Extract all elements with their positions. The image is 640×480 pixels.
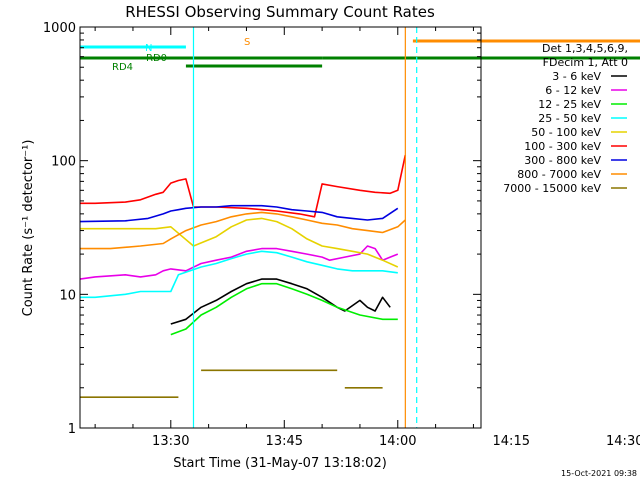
legend-header-1: Det 1,3,4,5,6,9, (542, 42, 628, 55)
y-tick-label-10: 10 (59, 288, 76, 303)
legend-label-6: 100 - 300 keV (524, 140, 601, 153)
timestamp: 15-Oct-2021 09:38 (561, 469, 637, 478)
series-line-5-seg-1 (80, 217, 399, 268)
plot-frame-bg (80, 27, 481, 428)
legend-label-5: 50 - 100 keV (531, 126, 601, 139)
legend-label-2: 6 - 12 keV (545, 84, 601, 97)
y-axis-label: Count Rate (s⁻¹ detector⁻¹) (21, 140, 36, 317)
x-axis-label: Start Time (31-May-07 13:18:02) (173, 456, 387, 471)
legend-header-2: FDecim 1, Att 0 (543, 56, 628, 69)
legend-label-9: 7000 - 15000 keV (503, 182, 601, 195)
series-layer (79, 154, 407, 399)
state-label-rd0: RD0 (146, 53, 167, 64)
legend-label-7: 300 - 800 keV (524, 154, 601, 167)
x-tick-label-2: 13:45 (266, 434, 303, 449)
series-line-6-seg-1 (80, 154, 407, 218)
x-tick-label-3: 14:00 (379, 434, 416, 449)
series-line-7-seg-1 (79, 204, 399, 223)
state-label-n: N (145, 43, 152, 54)
legend-label-8: 800 - 7000 keV (517, 168, 601, 181)
legend-label-1: 3 - 6 keV (552, 70, 601, 83)
y-tick-label-1: 1 (68, 422, 76, 437)
y-tick-label-100: 100 (51, 155, 76, 170)
x-tick-label-1: 13:30 (152, 434, 189, 449)
legend: Det 1,3,4,5,6,9,FDecim 1, Att 03 - 6 keV… (503, 42, 628, 195)
plot-border (79, 26, 482, 429)
legend-label-4: 25 - 50 keV (538, 112, 601, 125)
series-line-1-seg-1 (170, 278, 391, 325)
series-line-8-seg-1 (80, 211, 406, 250)
x-tick-label-4: 14:15 (493, 434, 530, 449)
plot-area (80, 27, 481, 428)
state-label-s: S (244, 37, 250, 48)
y-tick-label-1000: 1000 (43, 21, 76, 36)
legend-label-3: 12 - 25 keV (538, 98, 601, 111)
series-line-2-seg-1 (79, 245, 399, 280)
series-line-4-seg-1 (80, 250, 398, 299)
series-line-3-seg-1 (170, 282, 398, 336)
state-label-rd4: RD4 (112, 62, 133, 73)
chart-title: RHESSI Observing Summary Count Rates (125, 3, 435, 21)
x-tick-label-5: 14:30 (606, 434, 640, 449)
